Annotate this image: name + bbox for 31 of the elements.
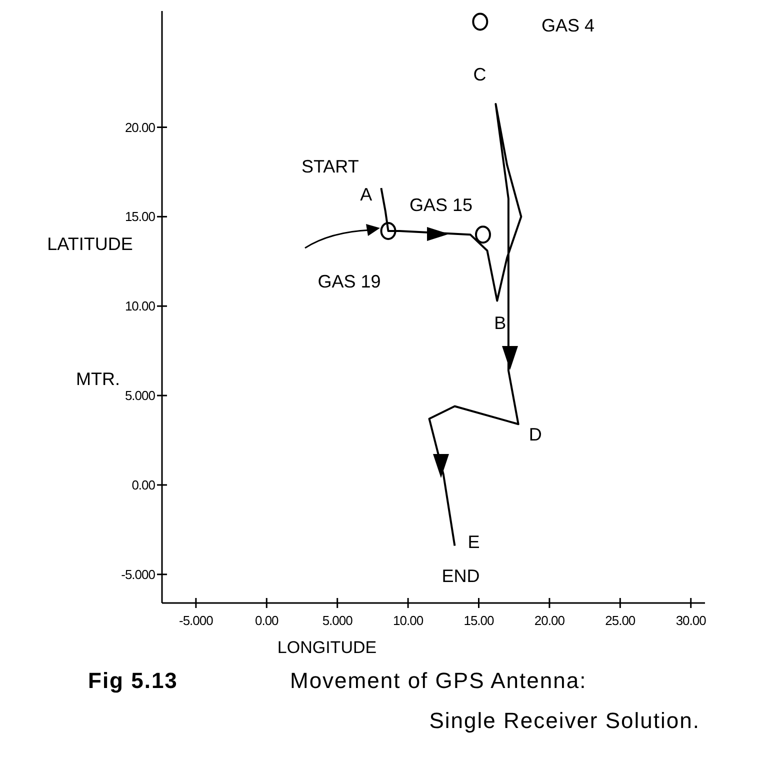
x-tick-label: 20.00: [534, 613, 565, 628]
x-tick-label: 25.00: [605, 613, 636, 628]
text: Movement of GPS Antenna: Single Receiver Solution.: [290, 668, 700, 733]
x-tick-label: -5.000: [179, 613, 214, 628]
y-tick-label: 15.00: [124, 209, 156, 224]
point: [380, 222, 396, 240]
y-tick-label: 0.00: [132, 478, 156, 493]
y-tick-label: -5.000: [121, 566, 156, 582]
annotation: D: [528, 424, 542, 444]
annotation: END: [442, 566, 480, 586]
annotation: START: [302, 156, 359, 176]
x-tick-label: 5.000: [322, 613, 353, 628]
annotation: C: [473, 64, 486, 84]
x-tick-label: 30.00: [676, 613, 706, 628]
annotation: GAS 19: [318, 271, 381, 292]
line-series: [380, 103, 522, 547]
x-tick-label: 0.00: [254, 613, 279, 628]
x-axis-title: LONGITUDE: [277, 638, 377, 657]
annotation: E: [468, 532, 480, 552]
y-tick-label: 10.00: [124, 298, 156, 314]
x-tick-label: 15.00: [464, 613, 494, 628]
point: [474, 226, 491, 244]
x-tick-label: 10.00: [393, 613, 424, 628]
y-tick-label: 5.000: [124, 388, 156, 404]
annotation: A: [360, 184, 372, 204]
annotation: B: [494, 313, 506, 334]
text: Fig 5.13: [88, 668, 178, 693]
point: [472, 12, 488, 31]
y-tick-label: 20.00: [124, 120, 156, 135]
annotation: GAS 4: [541, 15, 595, 36]
annotation: GAS 15: [409, 194, 473, 215]
